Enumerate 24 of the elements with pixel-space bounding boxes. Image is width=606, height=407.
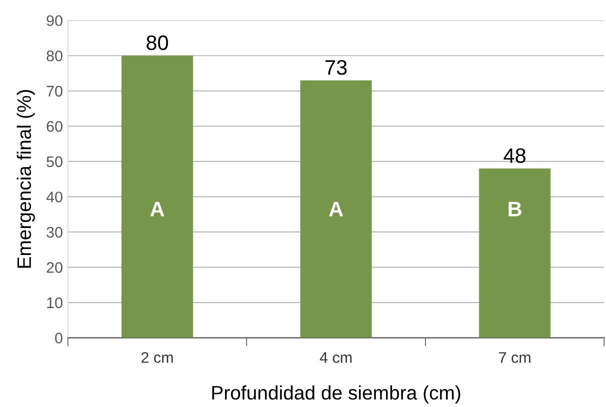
y-tick-label: 60 bbox=[46, 121, 62, 132]
bar bbox=[300, 80, 372, 338]
y-tick-label: 50 bbox=[46, 156, 62, 168]
x-axis-title: Profundidad de siembra (cm) bbox=[212, 385, 460, 404]
y-tick-label: 90 bbox=[46, 15, 62, 26]
y-tick-label: 20 bbox=[46, 262, 62, 273]
y-tick-label: 40 bbox=[46, 192, 62, 202]
y-axis-title: Emergencia final (%) bbox=[16, 90, 35, 268]
y-tick-label: 30 bbox=[46, 226, 62, 238]
bar bbox=[122, 56, 194, 338]
x-tick-label: 2 cm bbox=[141, 352, 173, 363]
x-tick-label: 4 cm bbox=[320, 352, 352, 363]
y-tick-label: 70 bbox=[46, 86, 62, 97]
y-tick-label: 10 bbox=[47, 297, 62, 308]
y-tick-label: 80 bbox=[46, 50, 62, 62]
annotation: A bbox=[150, 202, 164, 216]
data-label: 80 bbox=[146, 35, 168, 50]
x-tick-label: 7 cm bbox=[499, 352, 530, 363]
data-label: 48 bbox=[504, 148, 526, 163]
annotation: B bbox=[508, 202, 522, 216]
data-label: 73 bbox=[326, 60, 347, 75]
annotation: A bbox=[329, 202, 343, 216]
y-tick-label: 0 bbox=[55, 332, 62, 344]
bar bbox=[479, 168, 551, 338]
